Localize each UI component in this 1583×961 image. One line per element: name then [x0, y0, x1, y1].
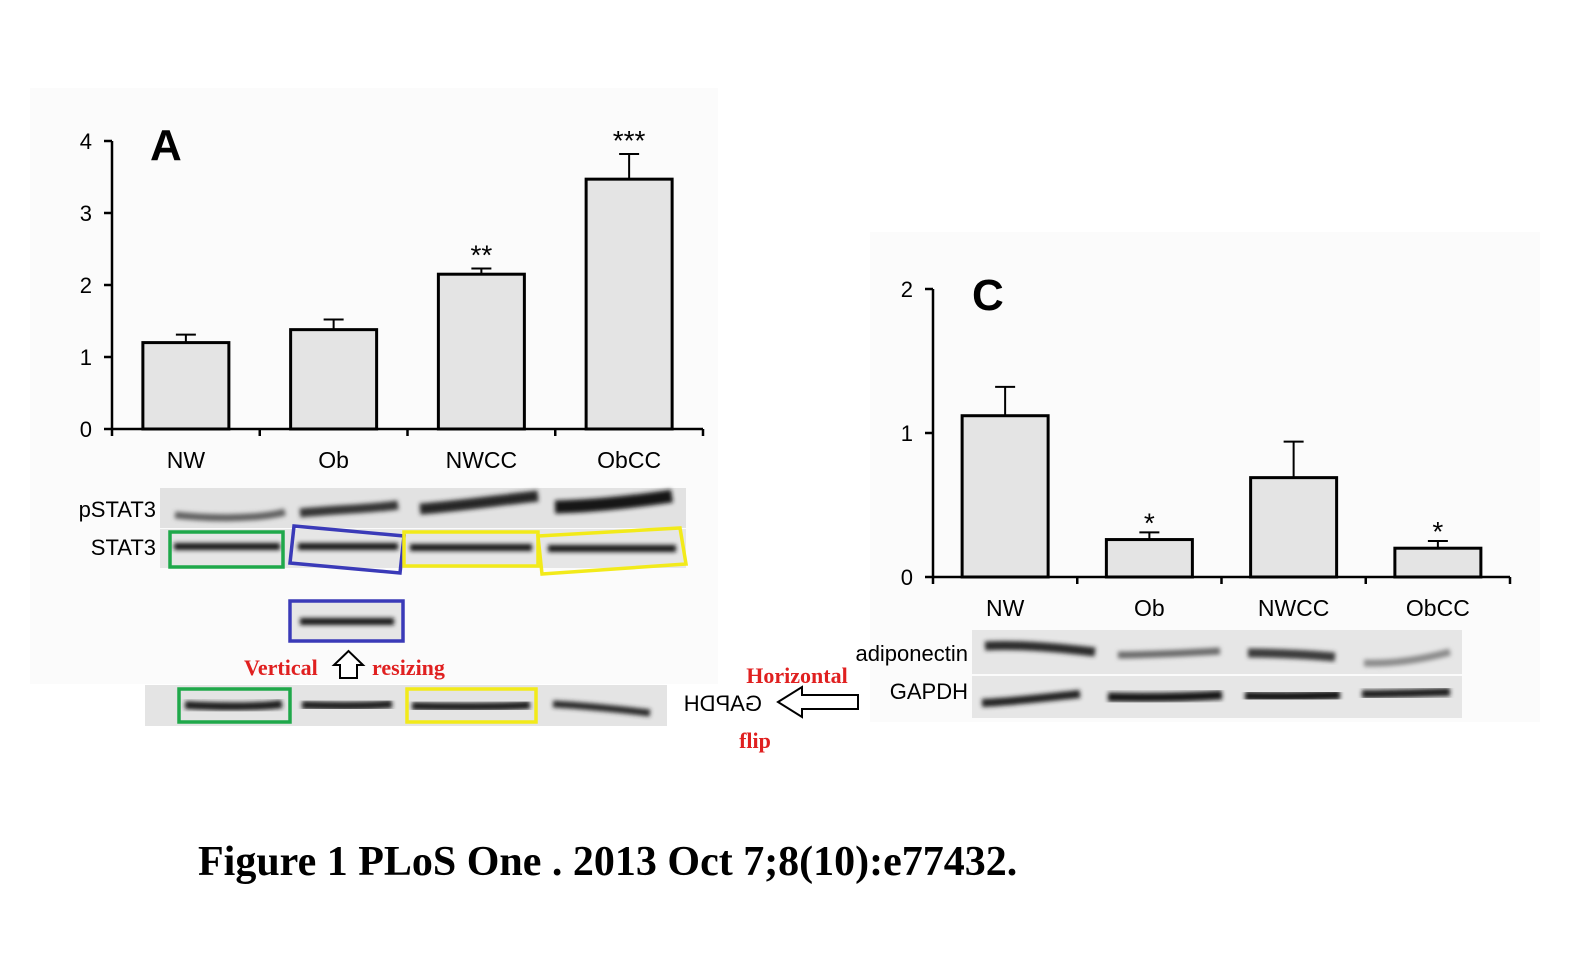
chart-a-y-tick-label: 1 — [80, 345, 92, 370]
chart-c-bar — [1104, 538, 1194, 579]
chart-c-y-tick-label: 1 — [901, 421, 913, 446]
annot-vertical: Vertical — [244, 655, 318, 680]
chart-a-bar — [584, 177, 674, 431]
adiponectin-blot — [972, 630, 1462, 674]
gapdh-flipped-label: GAPDH — [684, 691, 762, 716]
blue-box-stat3 — [288, 524, 406, 575]
up-arrow-icon — [331, 649, 366, 679]
chart-c-bar — [960, 414, 1050, 579]
chart-a-bar — [289, 328, 379, 431]
figure-caption: Figure 1 PLoS One . 2013 Oct 7;8(10):e77… — [198, 839, 1018, 885]
annot-flip: flip — [739, 728, 771, 753]
chart-a-category-label: Ob — [318, 447, 349, 473]
resized-band — [288, 599, 405, 643]
chart-c-category-label: NWCC — [1258, 595, 1330, 621]
chart-a-significance-label: *** — [613, 125, 646, 156]
chart-c: C 0 1 2 NW * Ob NWCC * ObCC — [901, 271, 1512, 621]
chart-a-bar — [141, 341, 231, 431]
stat3-blot — [160, 529, 686, 568]
chart-c-category-label: Ob — [1134, 595, 1165, 621]
gapdh-blot — [972, 676, 1462, 718]
pstat3-label: pSTAT3 — [79, 497, 156, 522]
chart-a-y-tick-label: 4 — [80, 129, 92, 154]
chart-a-y-tick-label: 3 — [80, 201, 92, 226]
left-arrow-icon — [776, 685, 859, 719]
chart-c-bar — [1249, 476, 1339, 579]
chart-c-category-label: ObCC — [1406, 595, 1470, 621]
chart-a-category-label: NW — [167, 447, 206, 473]
chart-c-y-tick-label: 0 — [901, 565, 913, 590]
chart-a-significance-label: ** — [470, 239, 492, 270]
chart-c-panel-letter: C — [972, 271, 1004, 320]
chart-c-category-label: NW — [986, 595, 1025, 621]
chart-a-y-tick-label: 0 — [80, 417, 92, 442]
chart-c-bar — [1393, 546, 1483, 579]
stat3-label: STAT3 — [91, 535, 156, 560]
chart-a-bar — [436, 272, 526, 431]
chart-c-significance-label: * — [1432, 516, 1443, 547]
yellow-box-stat3-2 — [536, 526, 689, 576]
chart-c-significance-label: * — [1144, 507, 1155, 538]
chart-c-y-tick-label: 2 — [901, 277, 913, 302]
gapdh-label: GAPDH — [890, 679, 968, 704]
annot-resizing: resizing — [372, 655, 445, 680]
adiponectin-label: adiponectin — [855, 641, 968, 666]
annot-horizontal: Horizontal — [746, 663, 847, 688]
chart-a-y-tick-label: 2 — [80, 273, 92, 298]
chart-a-category-label: NWCC — [446, 447, 518, 473]
pstat3-blot — [160, 488, 686, 528]
chart-a: A 0 1 2 3 4 NW Ob ** NWCC *** ObCC — [80, 121, 705, 473]
chart-a-panel-letter: A — [150, 121, 182, 170]
green-box-stat3 — [168, 530, 285, 569]
chart-a-category-label: ObCC — [597, 447, 661, 473]
gapdh-flipped-blot — [145, 685, 667, 726]
